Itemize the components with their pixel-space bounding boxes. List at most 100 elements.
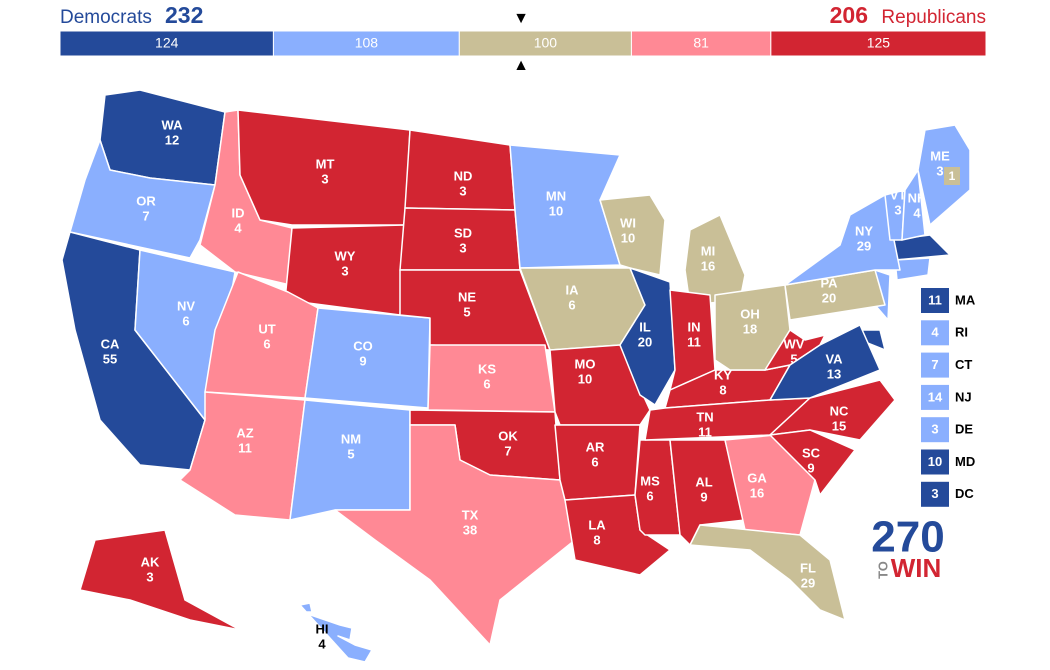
state-votes: 10 <box>621 230 635 245</box>
small-state-abbr: RI <box>955 325 968 340</box>
left-label: Democrats <box>60 7 152 28</box>
state-abbr: AK <box>141 554 160 569</box>
state-abbr: WI <box>620 215 636 230</box>
state-shape <box>79 529 241 631</box>
small-state-votes: 11 <box>928 292 942 307</box>
small-state-abbr: CT <box>955 357 972 372</box>
state-abbr: VA <box>825 351 843 366</box>
bar-segment-value: 100 <box>534 35 558 51</box>
state-votes: 7 <box>142 208 149 223</box>
state-votes: 8 <box>719 382 726 397</box>
state-abbr: AZ <box>236 425 253 440</box>
state-abbr: NY <box>855 223 873 238</box>
right-total: 206 <box>830 2 868 28</box>
small-state-votes: 3 <box>931 422 938 437</box>
logo-number: 270 <box>871 513 944 562</box>
state-shape <box>724 434 816 536</box>
state-votes: 3 <box>459 240 466 255</box>
marker-down: ▼ <box>513 10 529 27</box>
state-abbr: WY <box>335 248 356 263</box>
bar-segment <box>770 30 987 57</box>
small-state-votes: 7 <box>931 357 938 372</box>
state-abbr: TX <box>462 507 479 522</box>
state-votes: 9 <box>700 489 707 504</box>
state-votes: 11 <box>238 440 252 455</box>
state-abbr: OH <box>740 306 760 321</box>
state-shape <box>599 194 666 276</box>
state-shape <box>69 139 216 259</box>
state-abbr: AL <box>695 474 712 489</box>
state-votes: 4 <box>913 205 921 220</box>
state-abbr: NM <box>341 431 361 446</box>
state-shape <box>784 194 901 286</box>
state-votes: 29 <box>857 238 871 253</box>
state-votes: 5 <box>347 446 354 461</box>
state-shape <box>689 524 846 621</box>
state-abbr: HI <box>316 621 329 636</box>
state-votes: 6 <box>263 336 270 351</box>
state-votes: 11 <box>698 424 712 439</box>
bar-segment-value: 124 <box>155 35 179 51</box>
state-shape <box>769 324 881 401</box>
state-votes: 18 <box>743 321 757 336</box>
state-votes: 4 <box>234 220 242 235</box>
state-abbr: IL <box>639 319 651 334</box>
state-votes: 55 <box>103 351 117 366</box>
state-abbr: IN <box>688 319 701 334</box>
small-state-abbr: DC <box>955 486 974 501</box>
bar-segment-value: 81 <box>693 35 709 51</box>
state-votes: 7 <box>504 443 511 458</box>
state-votes: 5 <box>790 351 797 366</box>
state-abbr: OK <box>498 428 518 443</box>
state-votes: 3 <box>321 171 328 186</box>
state-abbr: GA <box>747 470 767 485</box>
bar-segment <box>59 30 274 57</box>
state-abbr: VT <box>890 187 907 202</box>
state-votes: 38 <box>463 522 477 537</box>
state-abbr: MN <box>546 188 566 203</box>
state-votes: 3 <box>146 569 153 584</box>
small-state-box <box>921 449 949 475</box>
small-state-box <box>921 481 949 507</box>
small-state-box <box>921 417 949 443</box>
state-abbr: MO <box>575 356 596 371</box>
logo-small: TO <box>875 561 890 579</box>
state-abbr: CA <box>101 336 120 351</box>
state-abbr: KS <box>478 361 496 376</box>
state-abbr: NV <box>177 298 195 313</box>
small-state-legend: 11 MA 4 RI 7 CT 14 NJ 3 DE 10 MD 3 DC <box>921 288 976 507</box>
small-state-votes: 14 <box>928 389 943 404</box>
state-votes: 9 <box>359 353 366 368</box>
state-votes: 8 <box>593 532 600 547</box>
bar-segment-value: 108 <box>355 35 379 51</box>
state-votes: 6 <box>591 454 598 469</box>
bar-segment-value: 125 <box>867 35 891 51</box>
state-votes: 20 <box>822 290 836 305</box>
small-state-abbr: MD <box>955 454 975 469</box>
state-shape <box>901 169 926 241</box>
state-abbr: IA <box>566 282 580 297</box>
state-shape <box>769 429 856 496</box>
state-shape <box>99 89 226 186</box>
state-votes: 15 <box>832 418 846 433</box>
state-votes: 11 <box>687 334 701 349</box>
small-state-box <box>921 288 949 313</box>
state-abbr: KY <box>714 367 732 382</box>
state-abbr: WV <box>784 336 805 351</box>
small-state-abbr: DE <box>955 422 973 437</box>
state-votes: 5 <box>463 304 470 319</box>
small-state-abbr: MA <box>955 292 976 307</box>
state-abbr: NH <box>908 190 927 205</box>
state-abbr: SD <box>454 225 472 240</box>
state-shape <box>334 424 576 646</box>
small-state-votes: 4 <box>931 325 939 340</box>
state-votes: 10 <box>578 371 592 386</box>
state-abbr: MI <box>701 243 715 258</box>
marker-up: ▲ <box>513 57 529 74</box>
state-votes: 16 <box>750 485 764 500</box>
left-total: 232 <box>165 2 203 28</box>
state-shape <box>894 257 931 281</box>
state-abbr: MS <box>640 473 660 488</box>
